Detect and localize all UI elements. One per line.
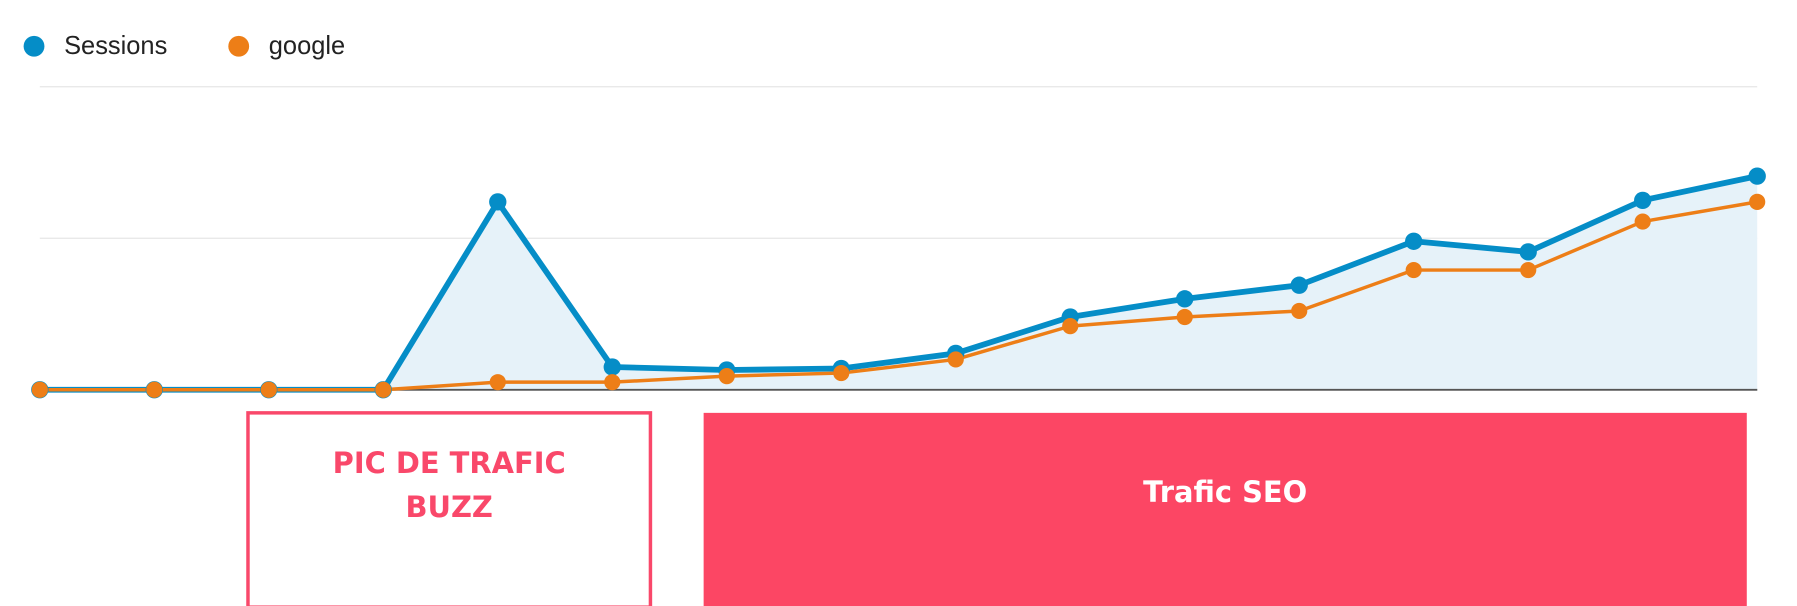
annotation-label: Trafic SEO [1143,475,1307,509]
series-line [39,200,1758,392]
data-point [375,381,392,398]
annotation-label: BUZZ [405,490,492,524]
data-point [718,368,735,385]
annotation-box [703,412,1747,606]
data-point [1405,261,1422,279]
data-point [146,381,163,398]
data-point [1062,318,1079,335]
data-point [603,358,621,376]
annotation-label: PIC DE TRAFIC [333,446,566,480]
data-point [1519,243,1537,261]
data-point [1748,167,1766,185]
legend-label: Sessions [64,32,167,60]
data-point [1634,191,1652,210]
data-point [260,381,277,398]
data-point [1749,193,1766,210]
legend-label: google [269,32,345,60]
data-point [1176,308,1193,326]
data-point [1176,290,1194,308]
data-point [1291,302,1308,320]
data-point [604,374,621,391]
data-point [1405,232,1423,250]
area [39,176,1758,390]
data-point [833,364,850,382]
legend-marker [23,35,45,57]
legend-marker [228,35,250,57]
data-point [1520,261,1537,279]
data-point [947,351,964,368]
annotation-box [246,411,653,606]
data-point [1290,276,1308,294]
data-point [1634,213,1651,230]
data-point [489,193,507,211]
data-point [31,381,48,398]
data-point [489,374,506,391]
